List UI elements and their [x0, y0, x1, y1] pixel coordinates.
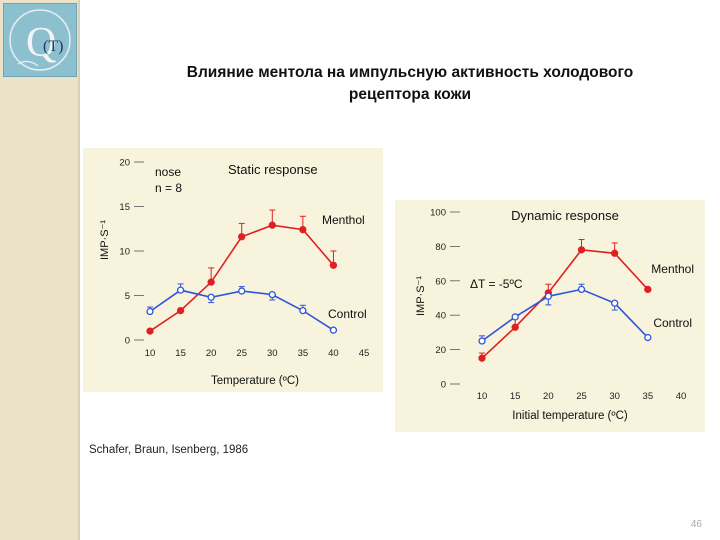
- static-annotation: n = 8: [155, 181, 182, 195]
- static-control-point: [299, 306, 307, 315]
- static-x-tick-label: 45: [359, 348, 370, 359]
- dynamic-control-point: [511, 313, 519, 321]
- dynamic-chart-title: Dynamic response: [511, 208, 619, 223]
- dynamic-menthol-point: [644, 285, 652, 294]
- dynamic-control-point: [611, 299, 619, 307]
- dynamic-y-tick-label: 100: [430, 208, 446, 219]
- dynamic-menthol-point: [577, 246, 586, 254]
- static-menthol-line: [149, 224, 335, 332]
- dynamic-x-tick-label: 25: [576, 391, 587, 402]
- dynamic-x-axis-label: Initial temperature (ºC): [512, 410, 628, 422]
- logo-text: (T): [43, 38, 63, 55]
- dynamic-control-point: [478, 337, 486, 345]
- static-menthol-point: [207, 278, 215, 286]
- static-menthol-point: [299, 225, 307, 234]
- static-x-tick-label: 40: [328, 348, 339, 359]
- dynamic-control-line: [481, 288, 649, 342]
- dynamic-x-tick-label: 40: [676, 391, 687, 402]
- dynamic-control-series-label: Control: [653, 316, 692, 330]
- static-x-tick-label: 30: [267, 348, 278, 359]
- dynamic-y-tick-label: 80: [435, 242, 446, 253]
- dynamic-response-panel: [395, 200, 705, 432]
- static-x-tick-label: 20: [206, 348, 217, 359]
- slide-title-line1: Влияние ментола на импульсную активность…: [186, 64, 634, 81]
- slide-title-line2: рецептора кожи: [348, 86, 472, 103]
- static-chart-title: Static response: [228, 162, 318, 177]
- dynamic-x-tick-label: 20: [543, 391, 554, 402]
- dynamic-control-point: [644, 333, 652, 342]
- dynamic-control-point: [577, 285, 586, 294]
- static-menthol-point: [268, 221, 276, 229]
- dynamic-x-tick-label: 30: [609, 391, 620, 402]
- static-menthol-point: [329, 261, 338, 269]
- static-y-tick-label: 0: [125, 336, 130, 347]
- static-y-axis-label: IMP·S⁻¹: [99, 220, 111, 260]
- static-response-panel: [83, 148, 383, 392]
- dynamic-annotation: ΔT = -5ºC: [470, 277, 523, 291]
- dynamic-y-tick-label: 60: [435, 276, 446, 287]
- static-control-point: [238, 287, 246, 295]
- dynamic-y-axis-label: IMP·S⁻¹: [415, 276, 427, 316]
- static-menthol-series-label: Menthol: [322, 213, 365, 227]
- citation: Schafer, Braun, Isenberg, 1986: [89, 444, 249, 456]
- static-y-tick-label: 10: [119, 247, 130, 258]
- dynamic-menthol-point: [511, 323, 519, 331]
- dynamic-y-tick-label: 20: [435, 345, 446, 356]
- static-y-tick-label: 5: [125, 291, 130, 302]
- dynamic-y-tick-label: 0: [441, 380, 446, 391]
- static-x-tick-label: 25: [236, 348, 247, 359]
- static-menthol-point: [238, 233, 246, 241]
- dynamic-x-tick-label: 10: [477, 391, 488, 402]
- static-menthol-point: [176, 306, 185, 315]
- static-control-point: [268, 290, 276, 299]
- static-control-point: [207, 293, 215, 301]
- static-y-tick-label: 20: [119, 158, 130, 169]
- dynamic-menthol-point: [611, 249, 619, 257]
- dynamic-x-tick-label: 15: [510, 391, 521, 402]
- thermometer-q-logo-icon: Q (T): [4, 4, 76, 76]
- static-menthol-point: [146, 327, 154, 335]
- logo-q-letter: Q: [26, 20, 56, 66]
- static-x-tick-label: 15: [175, 348, 186, 359]
- dynamic-menthol-point: [478, 354, 486, 362]
- dynamic-x-tick-label: 35: [643, 391, 654, 402]
- static-control-point: [176, 286, 185, 294]
- static-x-axis-label: Temperature (ºC): [211, 375, 299, 387]
- static-x-tick-label: 35: [298, 348, 309, 359]
- dynamic-menthol-series-label: Menthol: [651, 262, 694, 276]
- static-y-tick-label: 15: [119, 202, 130, 213]
- static-control-series-label: Control: [328, 307, 367, 321]
- page-number: 46: [690, 519, 702, 530]
- logo: Q (T): [3, 3, 77, 77]
- dynamic-menthol-line: [481, 248, 649, 359]
- static-annotation: nose: [155, 165, 181, 179]
- dynamic-control-point: [544, 292, 552, 300]
- slide-title: Влияние ментола на импульсную активность…: [120, 62, 700, 106]
- static-x-tick-label: 10: [145, 348, 156, 359]
- dynamic-y-tick-label: 40: [435, 311, 446, 322]
- static-control-point: [329, 326, 338, 334]
- static-control-point: [146, 307, 154, 316]
- sidebar-strip: Q (T): [0, 0, 80, 540]
